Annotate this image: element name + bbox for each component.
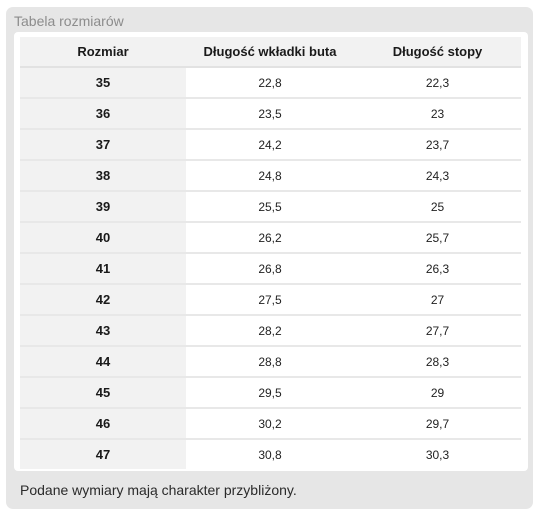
cell-size: 38: [20, 160, 186, 192]
table-row: 47 30,8 30,3: [20, 439, 521, 469]
cell-size: 47: [20, 439, 186, 469]
cell-size: 41: [20, 253, 186, 285]
cell-foot-length: 28,3: [354, 346, 521, 378]
cell-size: 39: [20, 191, 186, 223]
cell-insole-length: 27,5: [186, 284, 354, 316]
cell-size: 35: [20, 67, 186, 99]
table-row: 36 23,5 23: [20, 98, 521, 130]
cell-size: 43: [20, 315, 186, 347]
cell-insole-length: 26,2: [186, 222, 354, 254]
cell-foot-length: 29,7: [354, 408, 521, 440]
table-row: 44 28,8 28,3: [20, 346, 521, 378]
cell-foot-length: 27: [354, 284, 521, 316]
table-row: 45 29,5 29: [20, 377, 521, 409]
cell-insole-length: 24,2: [186, 129, 354, 161]
cell-size: 44: [20, 346, 186, 378]
cell-foot-length: 23,7: [354, 129, 521, 161]
table-row: 41 26,8 26,3: [20, 253, 521, 285]
cell-size: 36: [20, 98, 186, 130]
cell-foot-length: 29: [354, 377, 521, 409]
cell-insole-length: 22,8: [186, 67, 354, 99]
cell-size: 46: [20, 408, 186, 440]
cell-size: 45: [20, 377, 186, 409]
table-row: 46 30,2 29,7: [20, 408, 521, 440]
cell-insole-length: 28,2: [186, 315, 354, 347]
cell-foot-length: 22,3: [354, 67, 521, 99]
column-header-size: Rozmiar: [20, 37, 186, 68]
cell-foot-length: 25: [354, 191, 521, 223]
size-table: Rozmiar Długość wkładki buta Długość sto…: [20, 37, 521, 469]
table-row: 42 27,5 27: [20, 284, 521, 316]
table-row: 39 25,5 25: [20, 191, 521, 223]
table-row: 43 28,2 27,7: [20, 315, 521, 347]
cell-insole-length: 26,8: [186, 253, 354, 285]
column-header-foot-length: Długość stopy: [354, 37, 521, 68]
size-table-container: Rozmiar Długość wkładki buta Długość sto…: [14, 32, 528, 471]
cell-size: 40: [20, 222, 186, 254]
cell-foot-length: 25,7: [354, 222, 521, 254]
approximate-dimensions-note: Podane wymiary mają charakter przybliżon…: [20, 482, 297, 498]
panel-title: Tabela rozmiarów: [14, 13, 124, 29]
cell-foot-length: 26,3: [354, 253, 521, 285]
size-chart-panel: Tabela rozmiarów Rozmiar Długość wkładki…: [6, 7, 533, 509]
table-row: 37 24,2 23,7: [20, 129, 521, 161]
column-header-insole-length: Długość wkładki buta: [186, 37, 354, 68]
cell-insole-length: 25,5: [186, 191, 354, 223]
cell-insole-length: 30,2: [186, 408, 354, 440]
table-row: 35 22,8 22,3: [20, 67, 521, 99]
cell-insole-length: 24,8: [186, 160, 354, 192]
table-row: 40 26,2 25,7: [20, 222, 521, 254]
cell-foot-length: 23: [354, 98, 521, 130]
cell-insole-length: 28,8: [186, 346, 354, 378]
cell-insole-length: 23,5: [186, 98, 354, 130]
table-row: 38 24,8 24,3: [20, 160, 521, 192]
cell-foot-length: 30,3: [354, 439, 521, 469]
cell-size: 42: [20, 284, 186, 316]
cell-insole-length: 30,8: [186, 439, 354, 469]
table-header-row: Rozmiar Długość wkładki buta Długość sto…: [20, 37, 521, 68]
cell-size: 37: [20, 129, 186, 161]
cell-foot-length: 27,7: [354, 315, 521, 347]
cell-foot-length: 24,3: [354, 160, 521, 192]
cell-insole-length: 29,5: [186, 377, 354, 409]
